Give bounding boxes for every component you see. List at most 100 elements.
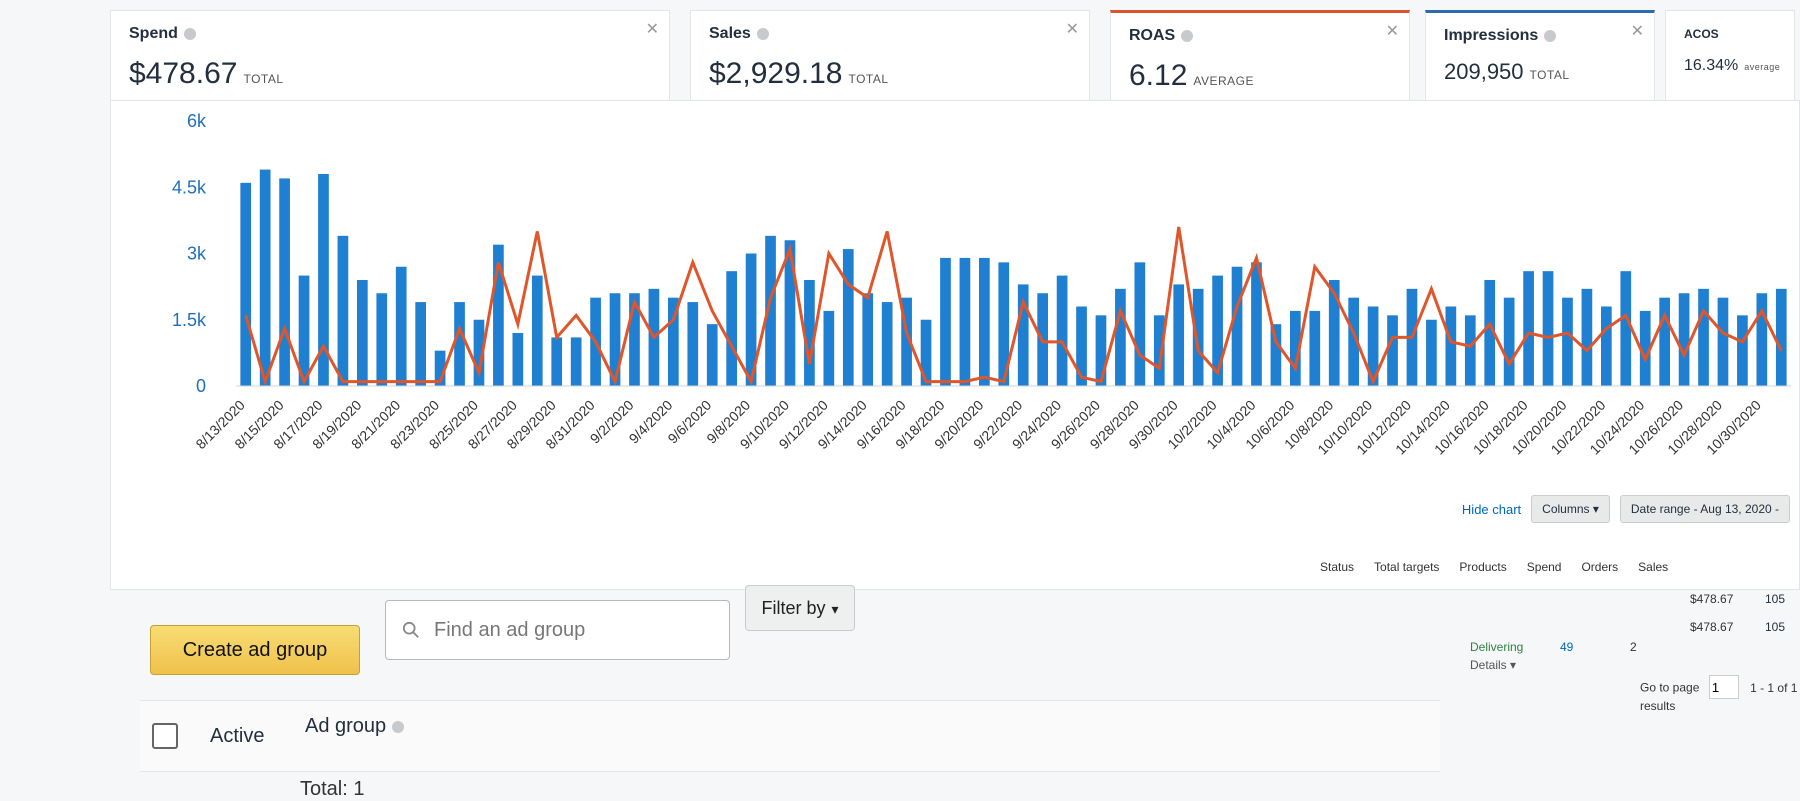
chart-bar[interactable] (1639, 310, 1651, 386)
close-icon[interactable]: ✕ (645, 21, 659, 38)
columns-button[interactable]: Columns ▾ (1531, 495, 1610, 523)
chart-bar[interactable] (1445, 306, 1457, 387)
chart-bar[interactable] (1173, 284, 1185, 386)
chart-bar[interactable] (1542, 271, 1554, 386)
page-input[interactable] (1708, 675, 1739, 699)
chart-bar[interactable] (1056, 275, 1068, 386)
metric-card-spend[interactable]: Spend $478.67 TOTAL ✕ (110, 10, 670, 110)
close-icon[interactable]: ✕ (1065, 21, 1079, 38)
chart-bar[interactable] (1328, 280, 1340, 386)
chart-bar[interactable] (1600, 306, 1612, 387)
chart-bar[interactable] (901, 297, 912, 386)
chart-bar[interactable] (318, 174, 329, 386)
chart-bar[interactable] (1756, 293, 1768, 386)
search-box[interactable] (385, 600, 730, 660)
col-ad-group[interactable]: Ad group (305, 715, 404, 738)
chart-bar[interactable] (1017, 284, 1029, 386)
chart-bar[interactable] (531, 275, 543, 386)
chart-bar[interactable] (706, 324, 718, 386)
chart-bar[interactable] (745, 253, 757, 387)
chart-bar[interactable] (609, 293, 621, 386)
chart-bar[interactable] (1309, 310, 1321, 386)
chart-bar[interactable] (1581, 288, 1593, 386)
metric-card-sales[interactable]: Sales $2,929.18 TOTAL ✕ (690, 10, 1090, 110)
chart-bar[interactable] (862, 293, 874, 386)
metric-card-roas[interactable]: ROAS 6.12 AVERAGE ✕ (1110, 10, 1410, 110)
chart-bar[interactable] (512, 333, 524, 386)
col-sales[interactable]: Sales (1638, 560, 1669, 574)
chart-bar[interactable] (1095, 315, 1107, 386)
create-ad-group-button[interactable]: Create ad group (150, 625, 360, 675)
chart-bar[interactable] (1153, 315, 1165, 386)
chart-bar[interactable] (1562, 297, 1573, 386)
chart-bar[interactable] (823, 310, 835, 386)
chart-bar[interactable] (1231, 266, 1243, 386)
chart-bar[interactable] (687, 302, 699, 386)
chart-bar[interactable] (920, 319, 932, 386)
chart-bar[interactable] (473, 319, 485, 386)
chart-bar[interactable] (1348, 297, 1360, 386)
chart-bar[interactable] (1251, 262, 1262, 386)
chart-bar[interactable] (1717, 297, 1729, 386)
chart-bar[interactable] (298, 275, 310, 386)
chart-bar[interactable] (1212, 275, 1223, 386)
chart-bar[interactable] (356, 280, 368, 386)
chart-bar[interactable] (454, 302, 465, 386)
col-status[interactable]: Status (1320, 560, 1355, 574)
chart-bar[interactable] (1523, 271, 1534, 386)
chart-bar[interactable] (1289, 310, 1301, 386)
chart-bar[interactable] (337, 235, 349, 386)
details-link[interactable]: Details ▾ (1470, 658, 1517, 672)
close-icon[interactable]: ✕ (1385, 23, 1399, 40)
date-range-button[interactable]: Date range - Aug 13, 2020 - (1619, 495, 1790, 523)
chart-bar[interactable] (959, 257, 971, 386)
chart-bar[interactable] (415, 302, 427, 386)
chart-bar[interactable] (1659, 297, 1671, 386)
metric-card-acos[interactable]: ACOS 16.34% average (1665, 10, 1795, 110)
chart-bar[interactable] (1737, 315, 1748, 386)
chart-bar[interactable] (842, 249, 854, 386)
col-orders[interactable]: Orders (1581, 560, 1619, 574)
chart-bar[interactable] (259, 169, 271, 386)
search-input[interactable] (432, 617, 716, 643)
col-spend[interactable]: Spend (1526, 560, 1562, 574)
chart-bar[interactable] (1620, 271, 1632, 386)
select-all-checkbox[interactable] (152, 723, 178, 749)
chart-bar[interactable] (881, 302, 893, 386)
chart-bar[interactable] (395, 266, 407, 386)
filter-by-button[interactable]: Filter by ▾ (745, 585, 855, 631)
col-products[interactable]: Products (1459, 560, 1507, 574)
chart-bar[interactable] (667, 297, 679, 386)
chart-bar[interactable] (804, 280, 815, 386)
chart-bar[interactable] (765, 235, 776, 386)
col-active[interactable]: Active (210, 725, 265, 747)
metric-card-impressions[interactable]: Impressions 209,950 TOTAL ✕ (1425, 10, 1655, 110)
chart-bar[interactable] (279, 178, 290, 386)
chart-bar[interactable] (1387, 315, 1398, 386)
chart-bar[interactable] (978, 257, 990, 386)
chart-bar[interactable] (1115, 288, 1126, 386)
chart-bar[interactable] (940, 257, 951, 386)
chart-bar[interactable] (570, 337, 582, 386)
chart-bar[interactable] (726, 271, 738, 386)
chart-bar[interactable] (998, 262, 1010, 386)
chart-bar[interactable] (1464, 315, 1476, 386)
chart-bar[interactable] (1134, 262, 1146, 386)
chart-bar[interactable] (1503, 297, 1515, 386)
chart-bar[interactable] (1367, 306, 1379, 387)
chart-bar[interactable] (784, 240, 796, 386)
chart-bar[interactable] (1426, 319, 1437, 386)
chart-bar[interactable] (493, 244, 504, 386)
chart-bar[interactable] (1270, 324, 1282, 386)
hide-chart-link[interactable]: Hide chart (1461, 501, 1522, 517)
chart-bar[interactable] (1698, 288, 1709, 386)
col-total-targets[interactable]: Total targets (1374, 560, 1440, 574)
total-targets-value[interactable]: 49 (1560, 640, 1574, 654)
chart-bar[interactable] (629, 293, 640, 386)
chart-bar[interactable] (1076, 306, 1087, 387)
chart-bar[interactable] (376, 293, 388, 386)
chart-bar[interactable] (434, 350, 446, 386)
chart-bar[interactable] (1192, 288, 1204, 386)
chart-bar[interactable] (1775, 288, 1787, 386)
chart-bar[interactable] (1678, 293, 1690, 386)
